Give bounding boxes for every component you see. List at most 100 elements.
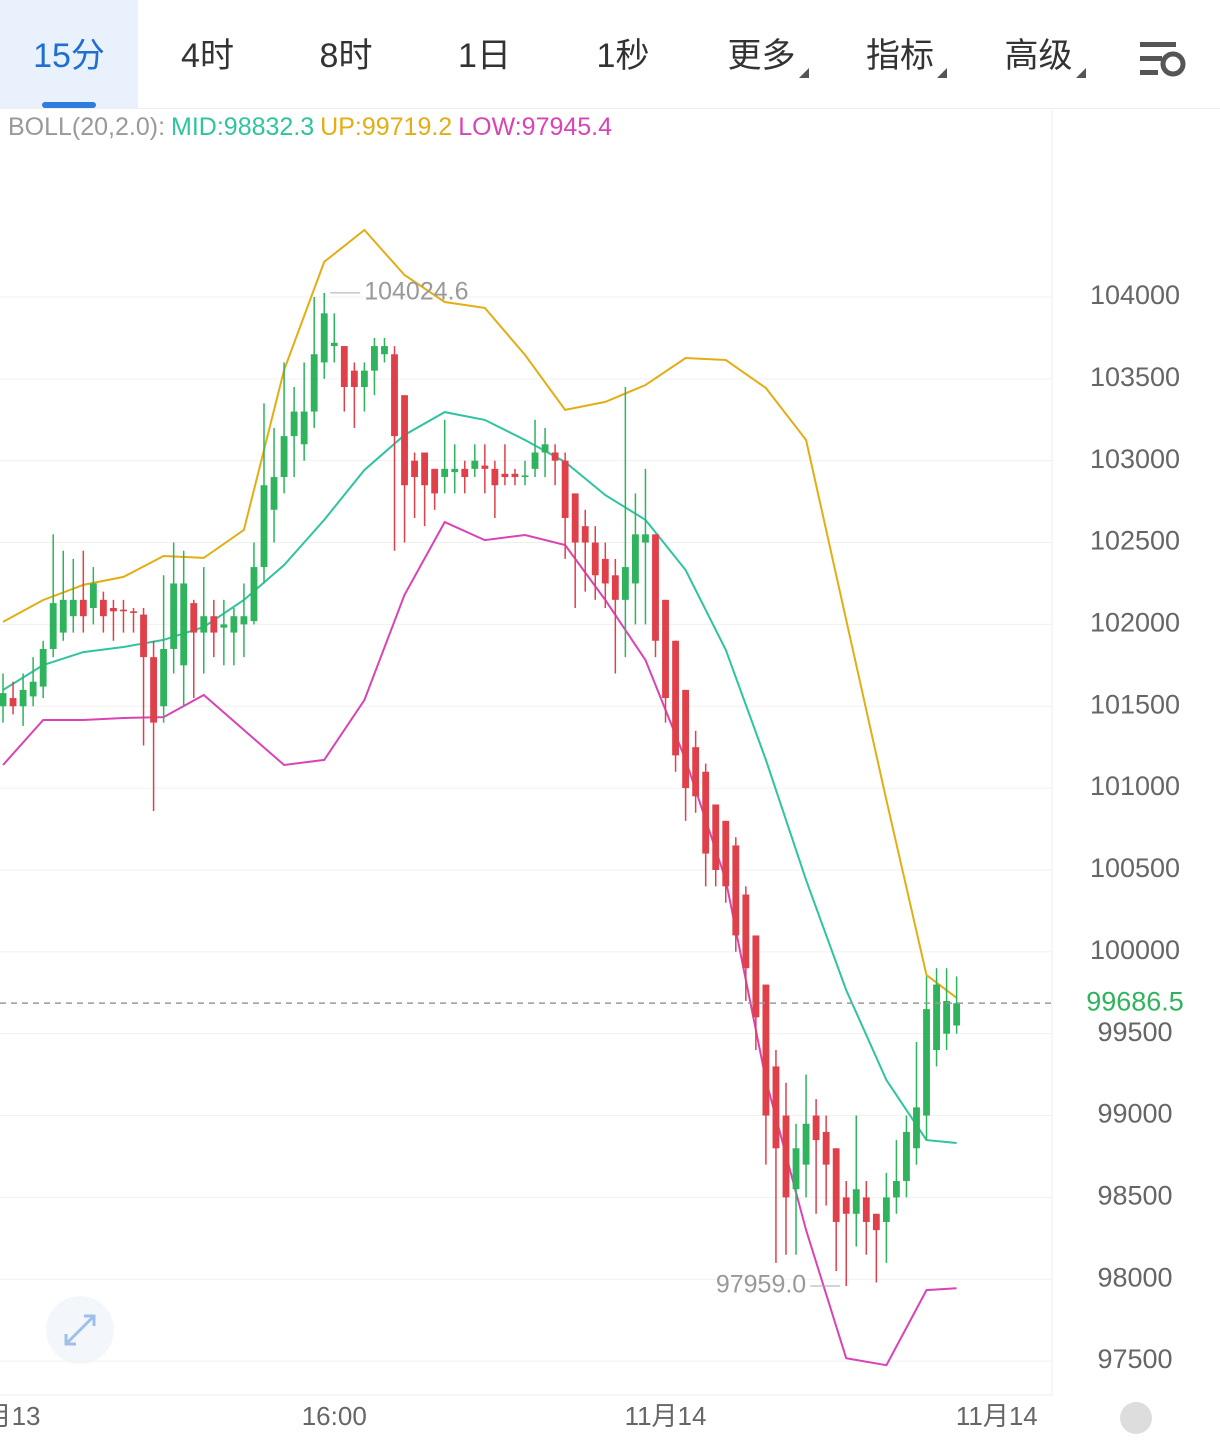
candle-body xyxy=(200,616,208,633)
candle-body xyxy=(210,616,218,633)
tab[interactable]: 高级 xyxy=(970,0,1108,108)
candle-body xyxy=(160,648,168,707)
legend-entry: MID:98832.3 xyxy=(171,113,314,141)
tab-label[interactable]: 8时 xyxy=(319,37,373,75)
candle-body xyxy=(59,599,67,633)
candle-body xyxy=(642,534,649,543)
candle-body xyxy=(110,608,117,612)
candle-body xyxy=(742,894,750,969)
y-tick-label: 97500 xyxy=(1097,1344,1172,1374)
candle-body xyxy=(601,558,609,584)
candle-body xyxy=(481,465,489,469)
candle-body xyxy=(431,468,439,494)
candle-body xyxy=(250,567,258,622)
indicator-label: BOLL(20,2.0): xyxy=(8,113,165,141)
candle-body xyxy=(170,583,178,649)
tab-label[interactable]: 更多 xyxy=(727,37,796,75)
tab[interactable]: 1日 xyxy=(416,0,554,108)
candle-body xyxy=(632,534,639,584)
boll-line xyxy=(2,228,958,999)
candle-body xyxy=(672,640,679,756)
x-tick-label: 11月14 xyxy=(956,1401,1038,1431)
candle-body xyxy=(190,603,198,633)
candle-body xyxy=(381,346,388,355)
last-price-box xyxy=(1054,985,1220,1022)
candle-body xyxy=(792,1148,800,1190)
candle-body xyxy=(39,648,47,687)
candle-body xyxy=(652,534,659,641)
icon-bar[interactable] xyxy=(1140,42,1176,47)
tab-label[interactable]: 1秒 xyxy=(596,37,650,75)
candle-body xyxy=(391,354,398,437)
y-tick-label: 101500 xyxy=(1090,689,1180,719)
candle-body xyxy=(150,657,157,723)
candle-body xyxy=(29,681,37,697)
candle-body xyxy=(501,473,509,478)
tab-label[interactable]: 高级 xyxy=(1004,37,1073,75)
candle-body xyxy=(240,616,248,625)
dropdown-arrow[interactable] xyxy=(1075,68,1086,78)
candle-body xyxy=(471,460,479,469)
tab-label[interactable]: 4时 xyxy=(181,37,234,75)
candle-body xyxy=(280,436,288,478)
candle-body xyxy=(491,468,499,486)
low-label: 97959.0 xyxy=(716,1271,806,1299)
candle-body xyxy=(140,614,147,658)
candle-body xyxy=(130,611,137,613)
candle-body xyxy=(611,575,619,600)
tab-label[interactable]: 1日 xyxy=(458,37,511,75)
icon-bar[interactable] xyxy=(1140,56,1162,61)
tab-label[interactable]: 指标 xyxy=(866,37,934,75)
settings-icon[interactable] xyxy=(1140,42,1186,77)
candle-body xyxy=(9,698,17,707)
candle-body xyxy=(89,583,97,609)
dropdown-arrow[interactable] xyxy=(937,68,947,78)
legend-entry: LOW:97945.4 xyxy=(458,113,612,141)
candle-body xyxy=(120,609,127,612)
candle-body xyxy=(290,411,298,437)
y-tick-label: 104000 xyxy=(1090,280,1180,310)
candle-body xyxy=(903,1131,910,1182)
candle-body xyxy=(571,493,579,543)
tab[interactable]: 15分 xyxy=(0,0,138,108)
candle-body xyxy=(180,583,188,666)
x-tick-label: 16:00 xyxy=(302,1401,367,1431)
dropdown-arrow[interactable] xyxy=(798,68,809,78)
tab[interactable]: 1秒 xyxy=(554,0,692,108)
candle-body xyxy=(451,468,459,473)
scroll-button[interactable] xyxy=(1120,1402,1152,1434)
candle-body xyxy=(79,599,87,617)
tab[interactable]: 4时 xyxy=(139,0,277,108)
candle-body xyxy=(350,370,358,388)
tab[interactable]: 8时 xyxy=(277,0,415,108)
tab[interactable]: 指标 xyxy=(831,0,969,108)
candle-body xyxy=(260,485,268,568)
tab-label[interactable]: 15分 xyxy=(33,37,105,75)
candle-body xyxy=(541,444,549,453)
candle-body xyxy=(722,820,730,887)
candle-body xyxy=(320,313,328,363)
candle-body xyxy=(862,1197,870,1222)
expand-button[interactable] xyxy=(46,1296,114,1364)
y-tick-label: 99000 xyxy=(1097,1099,1172,1129)
y-tick-label: 100000 xyxy=(1090,935,1180,965)
expand-icon[interactable] xyxy=(64,1314,96,1346)
last-price-label: 99686.5 xyxy=(1086,986,1184,1016)
y-tick-label: 101000 xyxy=(1090,771,1180,801)
candle-body xyxy=(49,603,57,649)
candle-body xyxy=(943,1000,951,1034)
candle-body xyxy=(421,452,429,486)
candle-body xyxy=(812,1115,820,1141)
icon-bar[interactable] xyxy=(1140,70,1158,75)
candle-body xyxy=(682,689,690,789)
candle-body xyxy=(892,1181,900,1198)
candle-body xyxy=(882,1197,890,1222)
candle-body xyxy=(411,460,418,478)
candle-body xyxy=(782,1115,790,1198)
candle-body xyxy=(732,845,740,936)
icon-gear[interactable] xyxy=(1160,51,1186,77)
tab[interactable]: 更多 xyxy=(693,0,831,108)
candle-body xyxy=(692,747,700,797)
candle-body xyxy=(662,599,669,699)
candle-body xyxy=(360,370,368,388)
